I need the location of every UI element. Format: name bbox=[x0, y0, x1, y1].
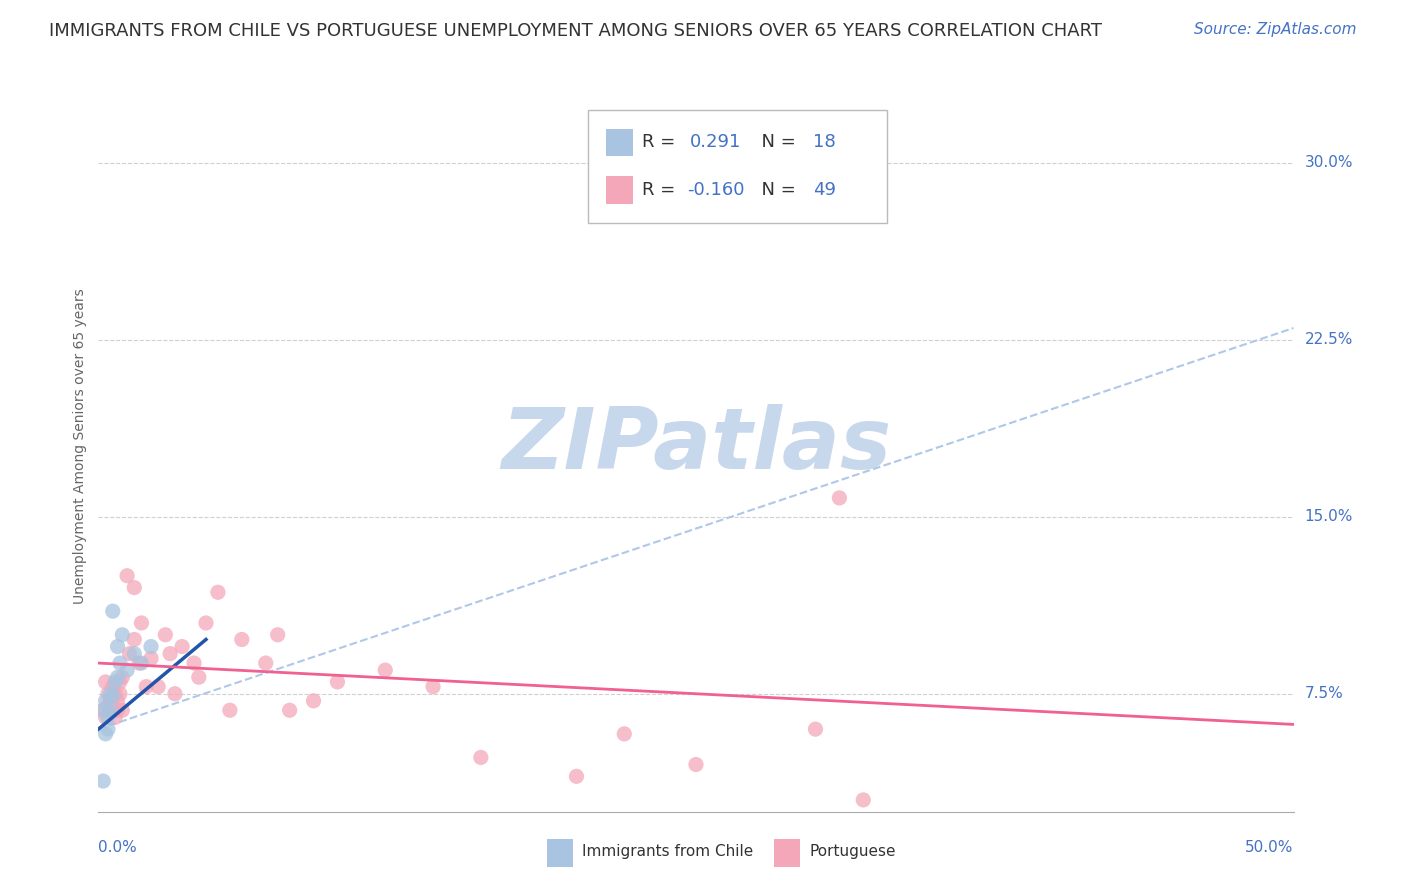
Point bbox=[107, 670, 129, 684]
Text: 15.0%: 15.0% bbox=[1305, 509, 1353, 524]
Point bbox=[159, 647, 181, 661]
Point bbox=[254, 656, 277, 670]
Point bbox=[219, 703, 242, 717]
Y-axis label: Unemployment Among Seniors over 65 years: Unemployment Among Seniors over 65 years bbox=[73, 288, 87, 604]
Point bbox=[107, 640, 129, 654]
Text: 30.0%: 30.0% bbox=[1305, 155, 1353, 170]
Point bbox=[374, 663, 396, 677]
Point bbox=[104, 710, 127, 724]
Point bbox=[828, 491, 851, 505]
Point bbox=[155, 628, 177, 642]
Point bbox=[94, 675, 117, 690]
Point bbox=[128, 656, 150, 670]
Point bbox=[124, 632, 146, 647]
Point bbox=[135, 680, 157, 694]
Point bbox=[278, 703, 301, 717]
Point bbox=[187, 670, 209, 684]
Point bbox=[852, 793, 875, 807]
FancyBboxPatch shape bbox=[606, 176, 633, 204]
FancyBboxPatch shape bbox=[773, 838, 800, 867]
Point bbox=[231, 632, 253, 647]
Text: Portuguese: Portuguese bbox=[810, 845, 896, 860]
Text: 0.291: 0.291 bbox=[690, 134, 741, 152]
Point bbox=[108, 656, 131, 670]
Point bbox=[115, 568, 138, 582]
Text: 7.5%: 7.5% bbox=[1305, 686, 1343, 701]
Point bbox=[470, 750, 492, 764]
Point bbox=[302, 694, 325, 708]
Point bbox=[97, 710, 120, 724]
Point bbox=[267, 628, 290, 642]
Point bbox=[685, 757, 707, 772]
Point bbox=[101, 689, 124, 703]
Text: -0.160: -0.160 bbox=[688, 181, 745, 199]
Point bbox=[111, 628, 134, 642]
Point bbox=[101, 604, 124, 618]
Point bbox=[97, 722, 120, 736]
Point bbox=[422, 680, 444, 694]
Point bbox=[613, 727, 636, 741]
Point bbox=[98, 694, 122, 708]
Point bbox=[139, 640, 162, 654]
Point bbox=[163, 687, 186, 701]
Text: Immigrants from Chile: Immigrants from Chile bbox=[582, 845, 754, 860]
Point bbox=[124, 647, 146, 661]
Text: 49: 49 bbox=[813, 181, 837, 199]
Point bbox=[183, 656, 205, 670]
Point bbox=[124, 581, 146, 595]
Point bbox=[108, 687, 131, 701]
Text: ZIPatlas: ZIPatlas bbox=[501, 404, 891, 488]
Point bbox=[94, 727, 117, 741]
Point bbox=[207, 585, 229, 599]
Point bbox=[104, 687, 127, 701]
Point bbox=[565, 769, 588, 783]
Point bbox=[172, 640, 194, 654]
FancyBboxPatch shape bbox=[589, 110, 887, 223]
Text: R =: R = bbox=[643, 134, 681, 152]
Text: Source: ZipAtlas.com: Source: ZipAtlas.com bbox=[1194, 22, 1357, 37]
Text: 18: 18 bbox=[813, 134, 835, 152]
Text: 22.5%: 22.5% bbox=[1305, 333, 1353, 347]
Point bbox=[148, 680, 170, 694]
Point bbox=[98, 703, 122, 717]
Point bbox=[98, 703, 122, 717]
Point bbox=[118, 647, 141, 661]
Text: N =: N = bbox=[749, 181, 801, 199]
Point bbox=[101, 698, 124, 713]
Point bbox=[108, 675, 131, 690]
Text: IMMIGRANTS FROM CHILE VS PORTUGUESE UNEMPLOYMENT AMONG SENIORS OVER 65 YEARS COR: IMMIGRANTS FROM CHILE VS PORTUGUESE UNEM… bbox=[49, 22, 1102, 40]
Point bbox=[111, 670, 134, 684]
Point bbox=[131, 656, 153, 670]
FancyBboxPatch shape bbox=[547, 838, 572, 867]
Point bbox=[97, 687, 120, 701]
Point bbox=[195, 615, 218, 630]
Point bbox=[107, 703, 129, 717]
Point bbox=[804, 722, 827, 736]
Text: 0.0%: 0.0% bbox=[98, 840, 138, 855]
Text: 50.0%: 50.0% bbox=[1246, 840, 1294, 855]
Point bbox=[91, 774, 114, 789]
Point bbox=[326, 675, 349, 690]
Point bbox=[91, 703, 114, 717]
Point bbox=[139, 651, 162, 665]
Point bbox=[98, 687, 122, 701]
Point bbox=[104, 675, 127, 690]
Point bbox=[107, 694, 129, 708]
Point bbox=[115, 663, 138, 677]
Point bbox=[131, 615, 153, 630]
Point bbox=[94, 710, 117, 724]
Point bbox=[91, 703, 114, 717]
FancyBboxPatch shape bbox=[606, 128, 633, 156]
Point bbox=[101, 680, 124, 694]
Point bbox=[97, 698, 120, 713]
Text: N =: N = bbox=[749, 134, 801, 152]
Point bbox=[94, 694, 117, 708]
Point bbox=[111, 703, 134, 717]
Text: R =: R = bbox=[643, 181, 681, 199]
